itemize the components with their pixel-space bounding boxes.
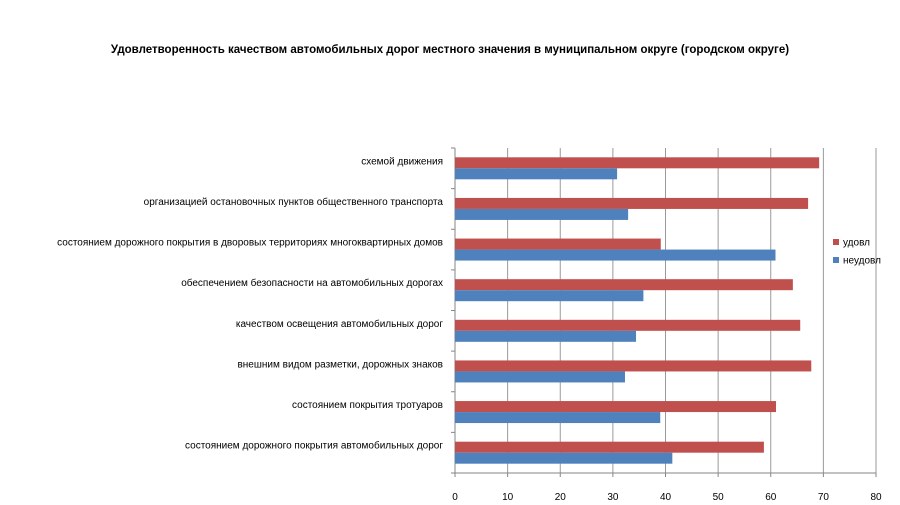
bar-udovl xyxy=(455,157,820,169)
category-label: состоянием дорожного покрытия автомобиль… xyxy=(185,440,443,452)
category-label: качеством освещения автомобильных дорог xyxy=(236,318,443,330)
chart-title: Удовлетворенность качеством автомобильны… xyxy=(110,44,790,56)
bar-udovl xyxy=(455,401,777,413)
bar-neudovl xyxy=(455,249,776,261)
x-tick-label: 60 xyxy=(765,492,777,503)
bar-udovl xyxy=(455,197,809,209)
legend-swatch xyxy=(833,257,839,263)
bar-udovl xyxy=(455,279,793,291)
category-label: состоянием покрытия тротуаров xyxy=(292,400,443,411)
bar-udovl xyxy=(455,441,764,453)
x-tick-label: 40 xyxy=(660,492,672,503)
x-tick-label: 70 xyxy=(818,492,830,503)
bar-neudovl xyxy=(455,412,661,424)
legend-label: неудовл xyxy=(843,256,881,267)
x-tick-label: 50 xyxy=(713,492,725,503)
bar-neudovl xyxy=(455,168,618,180)
bar-udovl xyxy=(455,238,661,250)
x-tick-label: 10 xyxy=(502,492,514,503)
bar-neudovl xyxy=(455,208,629,220)
bar-neudovl xyxy=(455,330,637,342)
category-label: схемой движения xyxy=(361,156,443,167)
bar-neudovl xyxy=(455,452,673,464)
legend-label: удовл xyxy=(843,238,870,249)
bar-udovl xyxy=(455,360,812,372)
category-label: обеспечением безопасности на автомобильн… xyxy=(181,277,443,289)
bar-neudovl xyxy=(455,371,625,383)
x-tick-label: 0 xyxy=(452,492,458,503)
x-tick-label: 30 xyxy=(607,492,619,503)
category-label: состоянием дорожного покрытия в дворовых… xyxy=(57,238,443,249)
bar-neudovl xyxy=(455,290,644,302)
category-label: внешним видом разметки, дорожных знаков xyxy=(237,359,443,370)
bar-udovl xyxy=(455,319,801,331)
legend-swatch xyxy=(833,239,839,245)
x-tick-label: 20 xyxy=(555,492,567,503)
x-tick-label: 80 xyxy=(870,492,882,503)
category-label: организацией остановочных пунктов общест… xyxy=(144,196,444,208)
